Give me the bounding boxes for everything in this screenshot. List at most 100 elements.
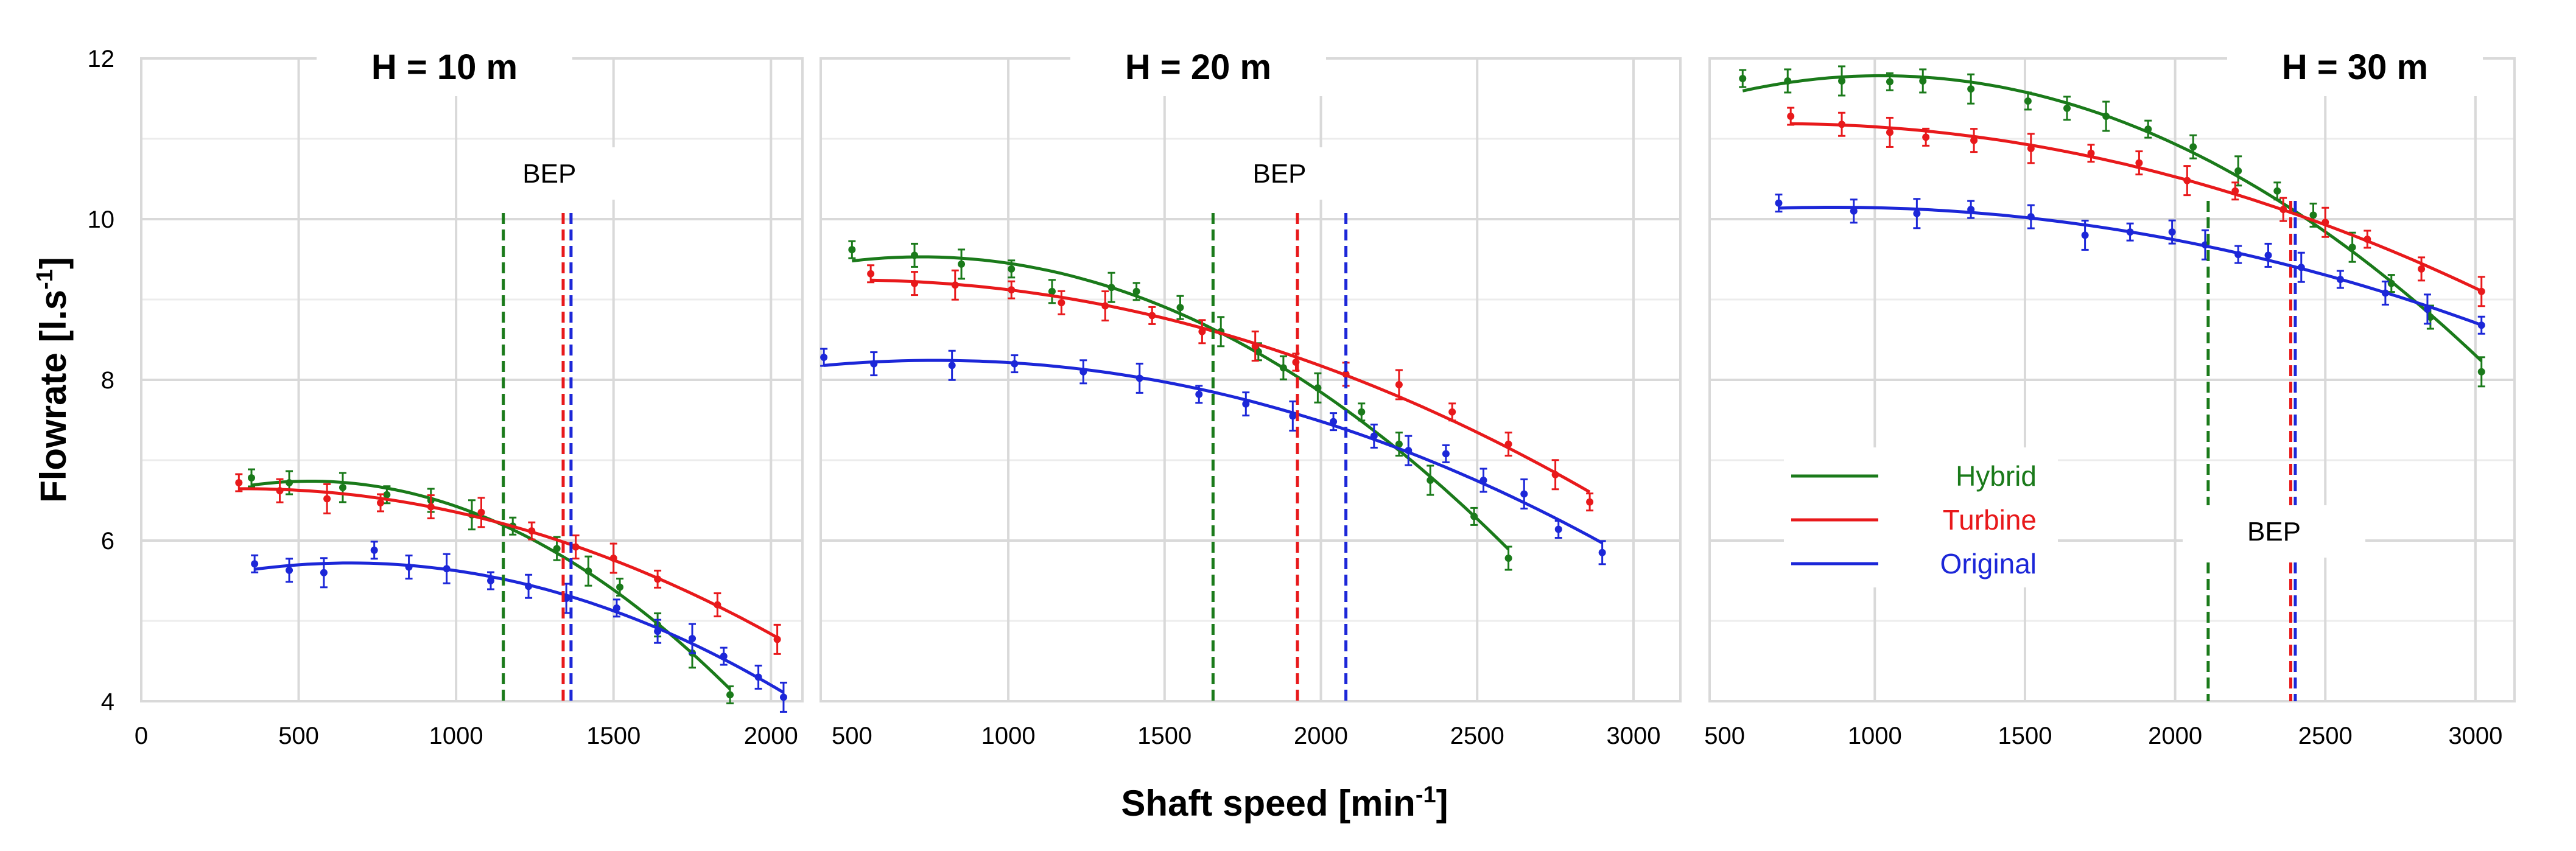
y-axis-title: Flowrate [l.s-1] xyxy=(32,257,74,503)
data-point-turbine xyxy=(2231,187,2239,195)
data-point-turbine xyxy=(1922,133,1930,141)
data-point-original xyxy=(443,565,451,573)
data-point-hybrid xyxy=(248,474,255,482)
data-point-hybrid xyxy=(726,691,734,699)
x-tick-label: 1000 xyxy=(1848,723,1902,749)
data-point-original xyxy=(286,566,293,574)
data-point-original xyxy=(405,563,413,571)
data-point-turbine xyxy=(572,543,580,551)
data-point-hybrid xyxy=(1008,265,1016,273)
data-point-turbine xyxy=(528,527,536,535)
data-point-hybrid xyxy=(616,583,624,591)
bep-label: BEP xyxy=(1252,159,1306,189)
x-axis-title-main: Shaft speed [min xyxy=(1121,783,1415,824)
y-axis-title-main: Flowrate [l.s xyxy=(33,290,74,503)
panel-title: H = 30 m xyxy=(2282,47,2428,87)
data-point-turbine xyxy=(2135,159,2143,167)
bep-label-box xyxy=(2183,505,2365,558)
data-point-original xyxy=(870,360,878,368)
data-point-original xyxy=(1405,447,1413,455)
data-point-original xyxy=(1330,418,1338,426)
data-point-turbine xyxy=(2279,206,2287,214)
legend-label-turbine: Turbine xyxy=(1943,504,2037,536)
data-point-hybrid xyxy=(911,251,919,259)
data-point-hybrid xyxy=(2234,167,2242,175)
data-point-turbine xyxy=(2183,177,2191,184)
curve-turbine xyxy=(239,487,778,639)
data-point-original xyxy=(2081,231,2089,239)
x-tick-label: 2500 xyxy=(2298,723,2353,749)
data-point-turbine xyxy=(1970,136,1978,144)
data-point-hybrid xyxy=(1254,348,1262,355)
data-point-hybrid xyxy=(1048,287,1056,295)
data-point-turbine xyxy=(911,279,919,287)
data-point-turbine xyxy=(1886,128,1893,136)
data-point-hybrid xyxy=(2144,125,2152,133)
data-point-hybrid xyxy=(1314,384,1322,392)
panel-h10: 0 500 1000 1500 2000 BEP H = 10 m xyxy=(135,38,804,749)
data-point-original xyxy=(2027,213,2035,221)
data-point-original xyxy=(1135,374,1143,382)
panel-frame xyxy=(1708,57,2516,702)
data-point-original xyxy=(689,635,696,643)
data-point-turbine xyxy=(609,555,617,562)
data-point-turbine xyxy=(2364,236,2371,243)
data-point-original xyxy=(1442,450,1450,458)
data-point-turbine xyxy=(1342,370,1350,378)
data-point-turbine xyxy=(1395,380,1403,388)
data-point-hybrid xyxy=(584,567,592,575)
data-point-turbine xyxy=(2087,149,2095,157)
data-point-hybrid xyxy=(1784,77,1792,85)
panel-title-box xyxy=(2227,38,2483,96)
data-point-original xyxy=(2423,305,2431,313)
data-point-turbine xyxy=(1586,498,1594,506)
data-point-original xyxy=(1370,432,1378,440)
data-point-hybrid xyxy=(2309,211,2317,219)
data-point-turbine xyxy=(1838,121,1846,128)
data-point-hybrid xyxy=(2024,97,2032,105)
data-point-hybrid xyxy=(2348,243,2356,251)
data-point-original xyxy=(1520,490,1528,498)
data-point-hybrid xyxy=(1279,364,1287,372)
data-point-original xyxy=(779,693,787,701)
x-tick-label: 3000 xyxy=(2448,723,2502,749)
data-point-hybrid xyxy=(1358,408,1366,416)
x-tick-label: 2000 xyxy=(744,723,798,749)
data-point-turbine xyxy=(276,487,284,495)
data-point-hybrid xyxy=(339,483,346,491)
x-axis-title-sup: -1 xyxy=(1416,782,1436,808)
data-point-hybrid xyxy=(2426,313,2434,321)
data-point-turbine xyxy=(1251,342,1259,350)
data-point-turbine xyxy=(2477,287,2485,295)
data-point-original xyxy=(612,604,620,612)
data-point-hybrid xyxy=(1739,75,1747,82)
data-point-hybrid xyxy=(1504,555,1512,562)
data-point-original xyxy=(525,583,533,590)
data-point-hybrid xyxy=(2189,143,2197,151)
data-point-hybrid xyxy=(2063,104,2071,112)
data-point-hybrid xyxy=(1176,304,1184,312)
data-point-original xyxy=(1850,207,1858,215)
data-point-original xyxy=(1195,390,1203,398)
y-axis-title-sup: -1 xyxy=(32,269,58,290)
data-point-original xyxy=(251,560,259,568)
bep-label: BEP xyxy=(2247,517,2301,547)
data-point-original xyxy=(1967,206,1975,214)
x-tick-label: 1000 xyxy=(429,723,483,749)
data-point-hybrid xyxy=(1886,78,1893,86)
curve-turbine xyxy=(871,278,1591,494)
data-point-hybrid xyxy=(1470,513,1478,520)
x-tick-label: 2000 xyxy=(1294,723,1348,749)
data-point-original xyxy=(2381,289,2389,297)
data-point-original xyxy=(1079,368,1087,376)
data-point-turbine xyxy=(1551,471,1559,478)
data-point-original xyxy=(370,546,378,554)
panel-title-box xyxy=(317,38,572,96)
data-point-original xyxy=(654,628,662,636)
data-point-turbine xyxy=(2418,265,2426,273)
data-point-turbine xyxy=(773,636,781,643)
data-point-turbine xyxy=(1787,113,1795,121)
data-point-original xyxy=(320,569,328,576)
x-tick-label: 500 xyxy=(832,723,872,749)
data-point-hybrid xyxy=(2273,187,2281,195)
